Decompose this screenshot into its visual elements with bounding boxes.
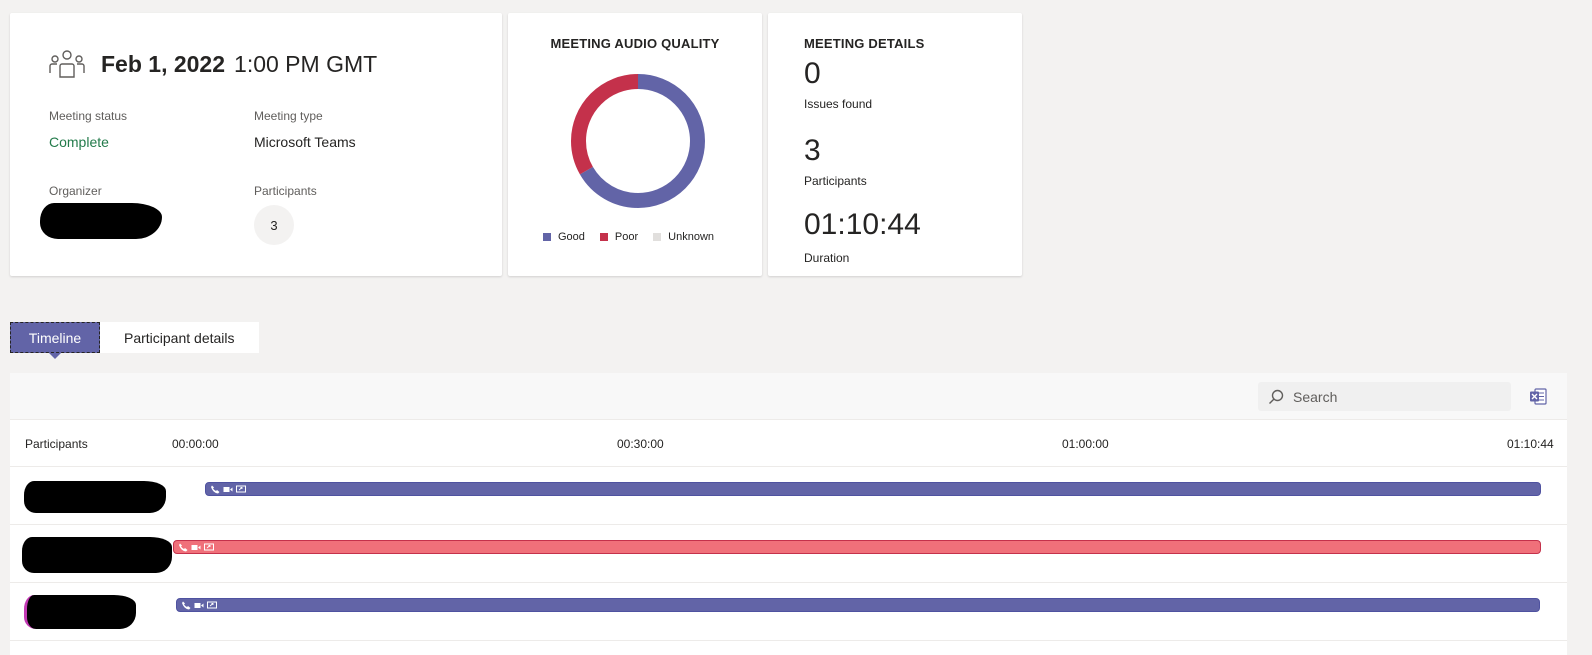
legend-label-unknown: Unknown (668, 231, 715, 243)
participant-name-redacted (24, 595, 136, 629)
meeting-status-field: Meeting status Complete (49, 109, 127, 150)
tick-label: 01:00:00 (1062, 437, 1109, 451)
video-icon (223, 486, 233, 492)
screen-share-icon (236, 485, 246, 492)
timeline-header: Participants 00:00:00 00:30:00 01:00:00 … (10, 420, 1567, 467)
search-input[interactable] (1293, 388, 1493, 405)
meeting-details-card: MEETING DETAILS 0 Issues found 3 Partici… (768, 13, 1022, 276)
search-box[interactable] (1258, 382, 1511, 411)
screen-share-icon (207, 601, 217, 608)
phone-icon (211, 485, 220, 493)
meeting-summary-card: Feb 1, 2022 1:00 PM GMT Meeting status C… (10, 13, 502, 276)
organizer-redacted (40, 203, 162, 239)
participants-count-badge[interactable]: 3 (254, 205, 294, 245)
meeting-icon (49, 50, 85, 78)
legend-swatch-good (543, 233, 551, 241)
meeting-type-label: Meeting type (254, 109, 323, 123)
issues-found-value: 0 (804, 57, 821, 90)
excel-export-icon[interactable] (1529, 388, 1547, 405)
table-row[interactable] (10, 525, 1567, 583)
meeting-header: Feb 1, 2022 1:00 PM GMT (49, 49, 377, 79)
organizer-label: Organizer (49, 184, 102, 198)
donut-slice-poor[interactable] (571, 74, 705, 208)
legend-item-good: Good (543, 231, 585, 243)
legend-swatch-unknown (653, 233, 662, 241)
legend-item-unknown: Unknown (653, 231, 714, 243)
legend-label-poor: Poor (614, 231, 639, 243)
tab-timeline[interactable]: Timeline (10, 322, 100, 359)
duration-value: 01:10:44 (804, 208, 921, 241)
legend-label-good: Good (558, 231, 585, 243)
tab-participant-details[interactable]: Participant details (100, 322, 259, 353)
meeting-date: Feb 1, 2022 (101, 50, 226, 77)
legend-swatch-poor (599, 233, 608, 241)
video-icon (191, 544, 201, 550)
audio-quality-legend: Good Poor Unknown (543, 231, 729, 243)
participant-session-bar[interactable] (176, 598, 1540, 612)
participants-label: Participants (254, 184, 317, 198)
details-participants-value: 3 (804, 134, 821, 167)
search-icon (1269, 389, 1284, 404)
audio-quality-title: MEETING AUDIO QUALITY (550, 36, 720, 51)
participant-name-redacted (24, 481, 166, 513)
phone-icon (179, 543, 188, 551)
timeline-toolbar (10, 373, 1567, 420)
meeting-details-title: MEETING DETAILS (804, 36, 925, 51)
duration-label: Duration (804, 251, 850, 265)
video-icon (194, 602, 204, 608)
legend-item-poor: Poor (599, 231, 639, 243)
participant-session-bar[interactable] (205, 482, 1541, 496)
tick-label: 01:10:44 (1507, 437, 1554, 451)
tick-label: 00:00:00 (172, 437, 219, 451)
tick-label: 00:30:00 (617, 437, 664, 451)
participants-field: Participants (254, 184, 317, 198)
screen-share-icon (204, 543, 214, 550)
table-row[interactable] (10, 583, 1567, 641)
participant-session-bar[interactable] (173, 540, 1541, 554)
participants-column-header: Participants (25, 437, 88, 451)
timeline-panel: Participants 00:00:00 00:30:00 01:00:00 … (10, 373, 1567, 655)
meeting-type-value: Microsoft Teams (254, 134, 356, 150)
meeting-time: 1:00 PM GMT (234, 50, 378, 77)
details-participants-label: Participants (804, 174, 867, 188)
audio-quality-card: MEETING AUDIO QUALITY Good Poor Unknown (508, 13, 762, 276)
table-row[interactable] (10, 467, 1567, 525)
meeting-type-field: Meeting type Microsoft Teams (254, 109, 356, 150)
meeting-status-value: Complete (49, 134, 109, 150)
meeting-status-label: Meeting status (49, 109, 128, 123)
issues-found-label: Issues found (804, 97, 873, 111)
phone-icon (182, 601, 191, 609)
organizer-field: Organizer (49, 184, 102, 198)
view-tabs: Timeline Participant details (10, 322, 259, 359)
participant-name-redacted (22, 537, 172, 573)
audio-quality-donut (571, 74, 705, 208)
